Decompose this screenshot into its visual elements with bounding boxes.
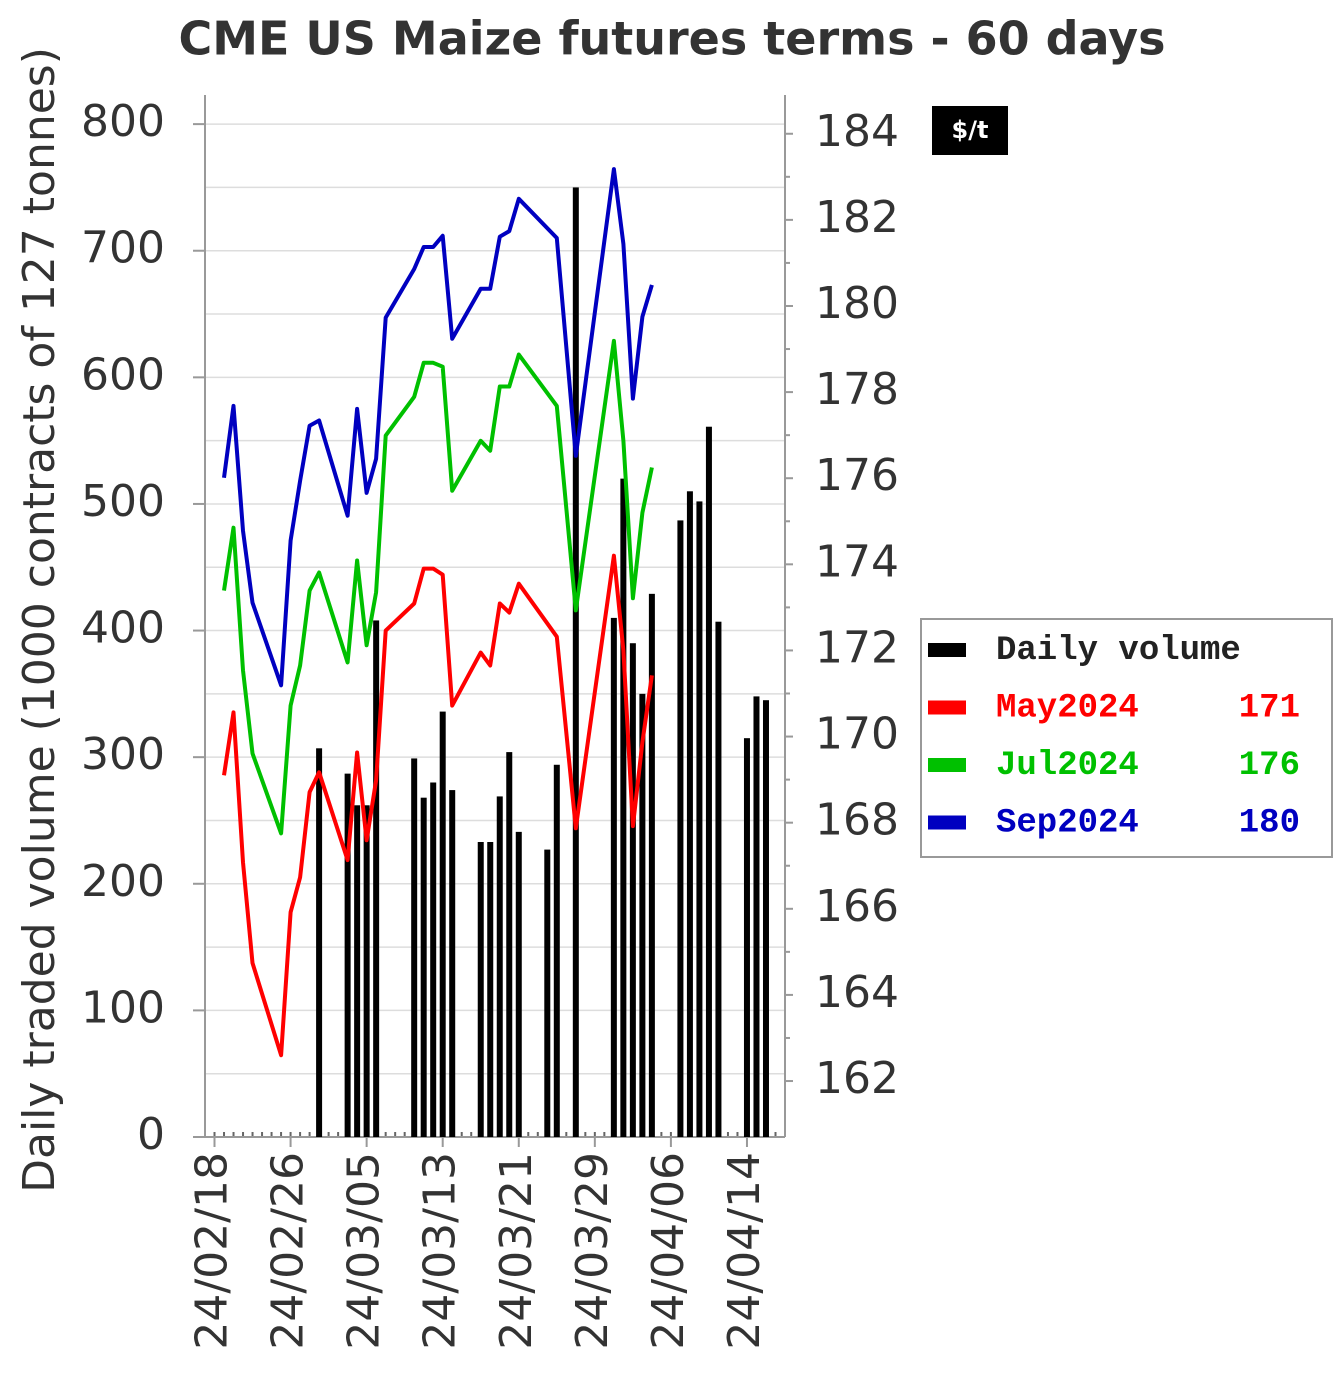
bar (715, 621, 722, 1137)
bar (487, 841, 494, 1137)
y2-tick-label: 166 (815, 881, 899, 932)
chart-title: CME US Maize futures terms - 60 days (178, 12, 1165, 66)
y-tick-label: 300 (81, 729, 165, 780)
unit-box (932, 106, 1008, 155)
bar (677, 520, 684, 1137)
y2-tick-label: 176 (815, 450, 899, 501)
bar (430, 782, 437, 1137)
y-tick-label: 800 (81, 96, 165, 147)
bar (705, 426, 712, 1137)
line (222, 553, 654, 1058)
legend-label: May2024 (996, 689, 1139, 727)
x-tick-label: 24/03/13 (415, 1152, 466, 1350)
bar (639, 693, 646, 1137)
y2-tick-label: 172 (815, 622, 899, 673)
y2-tick-label: 178 (815, 364, 899, 415)
legend-swatch (928, 700, 966, 715)
bar (620, 478, 627, 1138)
line (222, 338, 654, 836)
bar (439, 711, 446, 1137)
y-tick-label: 700 (81, 223, 165, 274)
y-tick-label: 500 (81, 476, 165, 527)
legend-label: Sep2024 (996, 804, 1139, 842)
line (222, 167, 654, 688)
y-axis-label: Daily traded volume (1000 contracts of 1… (14, 47, 65, 1193)
x-tick-label: 24/03/29 (567, 1152, 618, 1350)
bar (449, 790, 456, 1137)
bar (762, 700, 769, 1137)
x-tick-label: 24/02/18 (187, 1152, 238, 1350)
bar (696, 501, 703, 1137)
legend-label: Daily volume (996, 632, 1241, 670)
bar (477, 841, 484, 1137)
bar (420, 797, 427, 1137)
y-tick-label: 0 (137, 1109, 165, 1160)
legend-box (920, 618, 1333, 858)
y2-tick-label: 162 (815, 1053, 899, 1104)
legend-value: 171 (1239, 689, 1300, 727)
bar (373, 620, 380, 1137)
bar (686, 491, 693, 1137)
y2-tick-label: 174 (815, 536, 899, 587)
x-tick-label: 24/03/21 (491, 1152, 542, 1350)
bar (629, 643, 636, 1137)
y-tick-label: 600 (81, 349, 165, 400)
bar (648, 593, 655, 1137)
bar (753, 696, 760, 1137)
bar (411, 758, 418, 1137)
legend-swatch (928, 815, 966, 830)
bar (316, 748, 323, 1137)
bar (506, 752, 513, 1137)
x-tick-label: 24/04/14 (719, 1152, 770, 1350)
legend-swatch (928, 643, 966, 657)
bar (743, 738, 750, 1137)
bar (610, 617, 617, 1137)
legend-value: 176 (1239, 747, 1300, 785)
bar (496, 796, 503, 1137)
y-tick-label: 200 (81, 856, 165, 907)
y2-tick-label: 170 (815, 709, 899, 760)
y-tick-label: 100 (81, 982, 165, 1033)
bar (354, 805, 361, 1137)
y-tick-label: 400 (81, 603, 165, 654)
x-tick-label: 24/04/06 (643, 1152, 694, 1350)
bar (344, 773, 351, 1137)
bar (572, 187, 579, 1137)
bar (553, 764, 560, 1137)
legend-swatch (928, 758, 966, 772)
legend-label: Jul2024 (996, 747, 1139, 785)
y2-tick-label: 182 (815, 192, 899, 243)
x-tick-label: 24/03/05 (339, 1152, 390, 1350)
y2-unit: $/t (952, 116, 989, 144)
bar (544, 849, 551, 1137)
y2-tick-label: 180 (815, 278, 899, 329)
legend-value: 180 (1239, 804, 1300, 842)
bar (363, 805, 370, 1137)
y2-tick-label: 164 (815, 967, 899, 1018)
y2-tick-label: 184 (815, 106, 899, 157)
x-tick-label: 24/02/26 (263, 1152, 314, 1350)
y2-tick-label: 168 (815, 795, 899, 846)
bar (515, 831, 522, 1137)
